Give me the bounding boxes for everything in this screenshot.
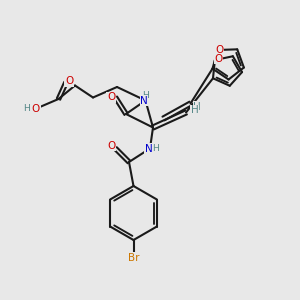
Text: H: H <box>152 144 159 153</box>
Text: N: N <box>145 143 152 154</box>
Text: H: H <box>24 104 30 113</box>
Text: N: N <box>140 95 148 106</box>
Text: H: H <box>190 105 198 115</box>
Text: O: O <box>214 54 223 64</box>
Text: O: O <box>107 140 115 151</box>
Text: O: O <box>32 104 40 115</box>
Text: H: H <box>193 101 201 112</box>
Text: O: O <box>65 76 73 86</box>
Text: O: O <box>107 92 115 103</box>
Text: Br: Br <box>128 253 139 263</box>
Text: H: H <box>142 91 149 100</box>
Text: O: O <box>215 45 224 55</box>
